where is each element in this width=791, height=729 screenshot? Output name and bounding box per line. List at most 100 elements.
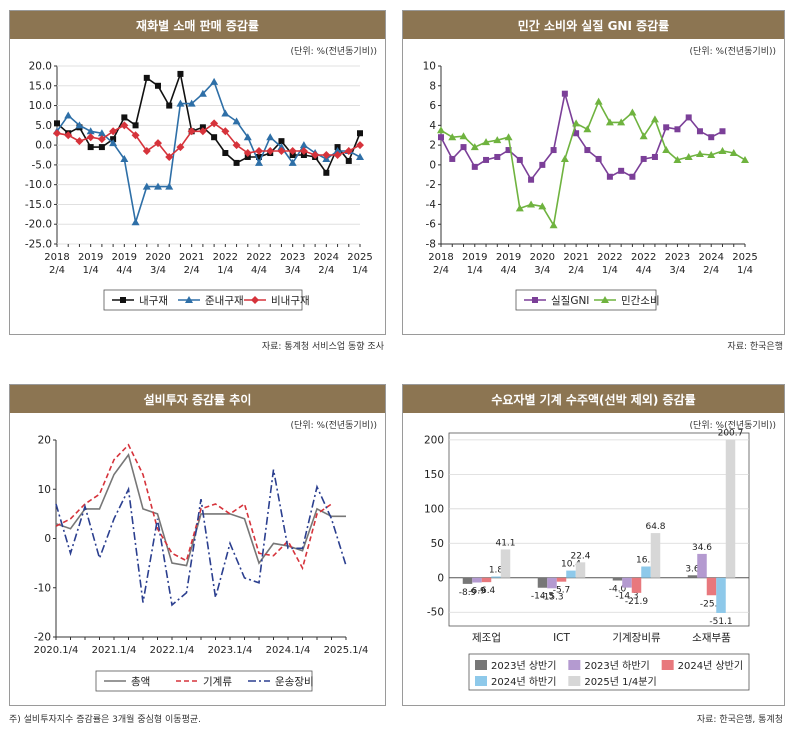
data-point	[243, 133, 252, 141]
y-tick-label: 0	[437, 572, 444, 584]
data-label: 16.3	[636, 556, 656, 566]
chart-title: 재화별 소매 판매 증감률	[10, 11, 385, 39]
bar	[612, 577, 623, 581]
data-point	[459, 132, 468, 140]
bar	[697, 553, 707, 578]
data-point	[356, 152, 364, 160]
x-tick-label: 2/4	[318, 265, 334, 276]
legend-box	[103, 289, 303, 311]
x-tick-label: 2019	[496, 252, 521, 263]
data-point	[483, 156, 490, 163]
data-point	[504, 133, 513, 141]
data-point	[64, 111, 73, 119]
legend-label: 총액	[131, 676, 150, 688]
y-tick-label: 10	[423, 61, 436, 73]
data-point	[618, 167, 625, 174]
data-point	[143, 74, 150, 81]
bar	[537, 577, 548, 588]
data-point	[515, 204, 524, 212]
data-point	[560, 154, 569, 162]
data-point	[54, 120, 60, 127]
data-label: 41.1	[495, 538, 515, 548]
data-point	[256, 153, 262, 160]
legend-swatch	[661, 660, 674, 670]
legend-label: 민간소비	[621, 295, 660, 307]
data-point	[674, 126, 681, 133]
x-tick-label: 2023.1/4	[208, 645, 253, 656]
data-point	[120, 154, 129, 162]
x-tick-label: 2024	[698, 252, 723, 263]
bar	[716, 577, 726, 613]
series-line	[56, 70, 361, 175]
chart-title: 민간 소비와 실질 GNI 증감률	[403, 11, 784, 39]
data-point	[471, 163, 478, 170]
x-tick-label: 2/4	[184, 265, 200, 276]
data-point	[98, 144, 105, 151]
legend-label: 실질GNI	[551, 295, 589, 307]
y-tick-label: -15.0	[25, 199, 52, 211]
data-point	[673, 155, 682, 163]
x-tick-label: 2022	[631, 252, 656, 263]
x-tick-label: 2/4	[433, 265, 449, 276]
legend-label: 기계류	[203, 676, 232, 688]
data-point	[243, 149, 252, 158]
data-point	[650, 115, 659, 123]
data-point	[165, 152, 174, 161]
data-point	[120, 297, 126, 303]
data-label: -14.5	[531, 592, 554, 602]
plot-frame	[448, 432, 750, 627]
y-tick-label: 6	[429, 100, 436, 112]
data-point	[493, 136, 502, 144]
bar	[556, 577, 567, 582]
x-tick-label: 4/4	[251, 265, 267, 276]
bar	[575, 562, 586, 578]
data-point	[449, 155, 456, 162]
y-tick-label: 15.0	[29, 80, 52, 92]
data-point	[131, 131, 140, 140]
data-label: 3.6	[685, 564, 700, 574]
data-label: -25.4	[700, 599, 724, 609]
data-point	[438, 134, 444, 141]
bar	[500, 549, 511, 578]
x-tick-label: 2025.1/4	[324, 645, 369, 656]
y-tick-label: 0	[44, 533, 51, 545]
data-point	[356, 141, 364, 150]
data-point	[299, 141, 308, 149]
x-tick-label: 4/4	[636, 265, 652, 276]
category-label: 소재부품	[692, 632, 731, 644]
data-point	[86, 133, 95, 142]
x-tick-label: 2024.1/4	[266, 645, 311, 656]
data-point	[357, 130, 363, 137]
x-tick-label: 4/4	[501, 265, 517, 276]
data-point	[606, 173, 613, 180]
x-tick-label: 2021	[563, 252, 588, 263]
data-point	[132, 122, 139, 129]
bar	[706, 577, 717, 596]
legend-label: 2024년 하반기	[491, 675, 556, 688]
legend-label: 2024년 상반기	[678, 660, 743, 672]
data-point	[729, 149, 738, 157]
x-tick-label: 2/4	[49, 265, 65, 276]
y-tick-label: 2	[429, 140, 436, 152]
legend-box	[95, 670, 313, 692]
y-tick-label: 0.0	[35, 140, 52, 152]
data-point	[707, 151, 716, 158]
data-point	[344, 147, 353, 156]
bar-chart: 200 150 100 50 0 -50 제조업 -8.9-6.9-6.4 1.8 41.1 ICT…	[424, 428, 750, 691]
x-tick-label: 2018	[44, 252, 69, 263]
x-tick-label: 2022	[597, 252, 622, 263]
legend-label: 준내구재	[205, 295, 244, 307]
data-point	[528, 176, 535, 183]
data-point	[663, 124, 670, 131]
x-tick-label: 4/4	[116, 265, 132, 276]
data-point	[628, 108, 637, 116]
series-line	[440, 99, 746, 228]
chart-panel-machinery-orders: 수요자별 기계 수주액(선박 제외) 증감률 (단위: %(전년동기비)) 20…	[402, 384, 785, 706]
data-label: 64.8	[645, 522, 665, 532]
y-tick-label: 8	[429, 80, 436, 92]
legend-label: 운송장비	[275, 676, 314, 688]
bar	[650, 533, 661, 578]
x-tick-label: 1/4	[602, 265, 618, 276]
data-point	[470, 143, 479, 151]
